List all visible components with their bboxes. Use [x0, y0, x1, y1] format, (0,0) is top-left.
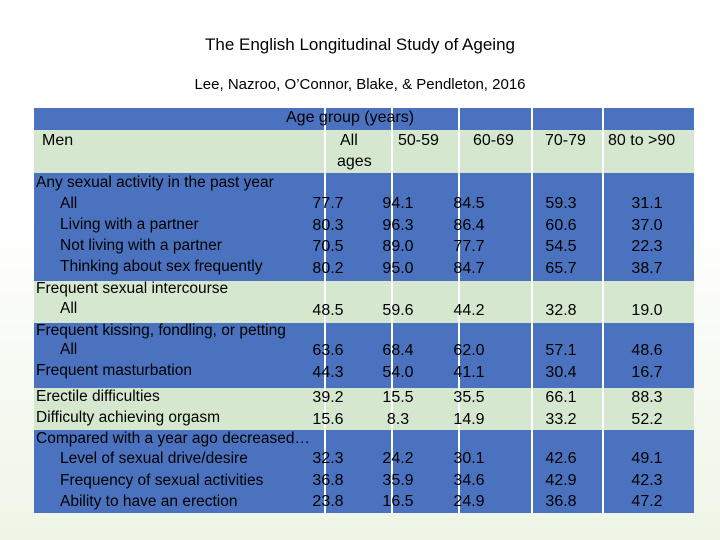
row-label: Living with a partner [60, 216, 199, 233]
value-cell: 39.2 15.6 [312, 389, 344, 428]
value-cell: 44.2 [453, 302, 485, 319]
row-band [34, 388, 694, 430]
value-cell: 57.1 30.4 [545, 342, 577, 381]
page-title: The English Longitudinal Study of Ageing [204, 35, 515, 54]
column-header-all: All [340, 132, 358, 149]
value-cell: 84.5 86.4 77.7 84.7 [453, 195, 485, 277]
value-cell: 48.5 [312, 302, 344, 319]
row-label: Frequent sexual intercourse [36, 280, 229, 297]
value-cell: 15.5 8.3 [382, 389, 414, 428]
value-cell: 42.6 42.9 36.8 [545, 450, 577, 510]
column-header-60-69: 60-69 [473, 132, 514, 149]
column-header-70-79: 70-79 [545, 132, 586, 149]
page-subtitle: Lee, Nazroo, O’Connor, Blake, & Pendleto… [194, 76, 526, 93]
row-label: Any sexual activity in the past year [36, 174, 274, 191]
value-cell: 35.5 14.9 [453, 389, 485, 428]
row-label: Frequency of sexual activities [60, 472, 264, 489]
men-header: Men [42, 132, 74, 149]
value-cell: 63.6 44.3 [312, 342, 344, 381]
row-label: All [60, 300, 78, 317]
value-cell: 19.0 [631, 302, 663, 319]
row-band [34, 430, 694, 513]
value-cell: 77.7 80.3 70.5 80.2 [312, 195, 344, 277]
column-separator [458, 108, 460, 513]
value-cell: 49.1 42.3 47.2 [631, 450, 663, 510]
row-band [34, 281, 694, 323]
column-header-80-90: 80 to >90 [608, 132, 676, 149]
value-cell: 24.2 35.9 16.5 [382, 450, 414, 510]
age-group-header: Age group (years) [286, 109, 415, 126]
header-band [34, 108, 694, 130]
row-label: All [60, 195, 78, 212]
value-cell: 94.1 96.3 89.0 95.0 [382, 195, 414, 277]
row-band [34, 323, 694, 388]
row-label: Erectile difficulties [36, 388, 160, 405]
column-separator [324, 108, 326, 513]
column-separator [602, 108, 604, 513]
value-cell: 59.6 [382, 302, 414, 319]
value-cell: 32.8 [545, 302, 577, 319]
value-cell: 68.4 54.0 [382, 342, 414, 381]
row-label: Frequent kissing, fondling, or petting [36, 322, 286, 339]
value-cell: 31.1 37.0 22.3 38.7 [631, 195, 663, 277]
row-label: Compared with a year ago decreased… [36, 430, 310, 447]
value-cell: 59.3 60.6 54.5 65.7 [545, 195, 577, 277]
data-table: Age group (years) Men All ages 50-59 60-… [34, 108, 694, 513]
row-label: All [60, 341, 78, 358]
header-band [34, 130, 694, 173]
value-cell: 30.1 34.6 24.9 [453, 450, 485, 510]
row-label: Frequent masturbation [36, 362, 192, 379]
row-label: Difficulty achieving orgasm [36, 409, 221, 426]
column-separator [531, 108, 533, 513]
row-label: Ability to have an erection [60, 493, 238, 510]
value-cell: 32.3 36.8 23.8 [312, 450, 344, 510]
value-cell: 88.3 52.2 [631, 389, 663, 428]
value-cell: 48.6 16.7 [631, 342, 663, 381]
column-header-50-59: 50-59 [398, 132, 439, 149]
column-separator [391, 108, 393, 513]
row-band [34, 173, 694, 281]
column-header-all: ages [337, 153, 372, 170]
value-cell: 66.1 33.2 [545, 389, 577, 428]
row-label: Level of sexual drive/desire [60, 450, 248, 467]
value-cell: 62.0 41.1 [453, 342, 485, 381]
row-label: Not living with a partner [60, 237, 222, 254]
row-label: Thinking about sex frequently [60, 258, 263, 275]
